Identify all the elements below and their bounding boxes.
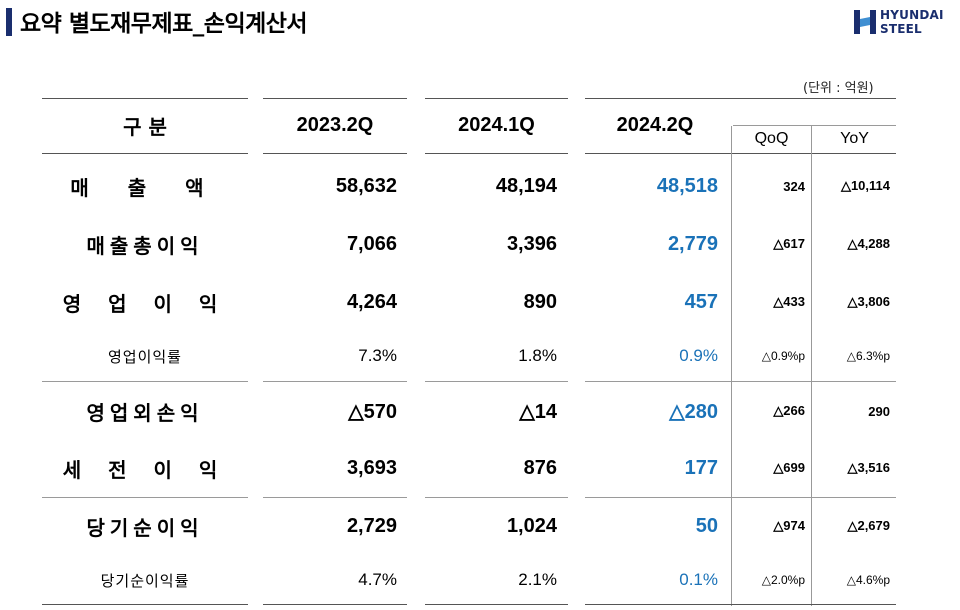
cell-yoy: △2,679 [847,518,890,533]
row-label: 당기순이익률 [100,571,190,590]
header-top-border [263,98,407,99]
row-label: 영 업 이 익 [62,291,228,316]
unit-label: (단위 : 억원) [803,81,874,96]
column-header-category: 구 분 [123,114,167,139]
cell-yoy: △10,114 [840,178,890,193]
cell-2023-2q: 7,066 [346,232,397,255]
column-header-yoy: YoY [840,130,869,147]
cell-2024-1q: 3,396 [506,232,557,255]
cell-2023-2q: 7.3% [358,346,397,365]
row-group-divider [425,497,568,498]
column-header-2024-2q: 2024.2Q [616,113,694,136]
cell-2024-2q: 50 [695,514,718,537]
cell-yoy: △4.6%p [846,573,890,587]
logo-text-line1: HYUNDAI [880,8,944,22]
row-group-divider [585,497,896,498]
cell-2024-1q: 1.8% [518,346,557,365]
cell-2023-2q: 3,693 [346,456,397,479]
cell-2024-2q: 0.9% [679,346,718,365]
change-subheader-border [733,125,896,126]
row-label: 매출총이익 [86,233,204,258]
cell-2024-1q: 48,194 [495,174,557,197]
cell-qoq: △617 [773,236,805,251]
cell-2024-1q: 890 [523,290,557,313]
column-header-2023-2q: 2023.2Q [296,113,374,136]
cell-yoy: △3,806 [847,294,890,309]
cell-qoq: △699 [773,460,805,475]
cell-yoy: △4,288 [847,236,890,251]
header-top-border [585,98,896,99]
cell-2023-2q: △570 [348,400,397,423]
cell-2023-2q: 4,264 [346,290,397,313]
row-label: 세 전 이 익 [62,457,228,482]
cell-2024-1q: 876 [523,456,557,479]
row-group-divider [42,497,248,498]
qoq-left-divider [731,126,732,606]
logo-text-line2: STEEL [880,22,922,36]
cell-qoq: △2.0%p [761,573,805,587]
row-label: 당기순이익 [86,515,204,540]
header-bottom-border [585,153,896,154]
cell-qoq: △974 [773,518,805,533]
cell-2024-2q: 0.1% [679,570,718,589]
cell-2024-2q: △280 [669,400,718,423]
cell-2024-2q: 48,518 [656,174,718,197]
row-group-divider [425,381,568,382]
cell-2024-1q: 1,024 [506,514,557,537]
cell-2024-2q: 2,779 [667,232,718,255]
cell-qoq: 324 [783,178,805,194]
table-bottom-border [425,604,568,605]
row-group-divider [585,381,896,382]
hyundai-steel-logo: HYUNDAI STEEL [853,8,949,38]
page-title: 요약 별도재무제표_손익계산서 [20,11,308,37]
qoq-right-divider [811,126,812,606]
cell-qoq: △0.9%p [761,349,805,363]
hyundai-steel-logo-icon [854,10,876,34]
row-label: 영업이익률 [107,347,182,366]
table-bottom-border [585,604,896,605]
cell-2023-2q: 2,729 [346,514,397,537]
cell-2024-2q: 177 [684,456,718,479]
column-header-qoq: QoQ [754,130,789,147]
column-header-2024-1q: 2024.1Q [458,113,535,136]
cell-yoy: △3,516 [847,460,890,475]
header-top-border [42,98,248,99]
title-accent-bar [6,8,12,36]
cell-yoy: 290 [868,403,890,419]
table-bottom-border [263,604,407,605]
header-bottom-border [425,153,568,154]
cell-qoq: △433 [773,294,805,309]
header-bottom-border [42,153,248,154]
header-bottom-border [263,153,407,154]
cell-2023-2q: 58,632 [335,174,397,197]
row-group-divider [42,381,248,382]
row-group-divider [263,497,407,498]
cell-qoq: △266 [773,403,805,418]
cell-2024-2q: 457 [684,290,718,313]
cell-yoy: △6.3%p [846,349,890,363]
cell-2024-1q: △14 [519,400,557,423]
header-top-border [425,98,568,99]
cell-2024-1q: 2.1% [518,570,557,589]
table-bottom-border [42,604,248,605]
row-group-divider [263,381,407,382]
row-label: 매 출 액 [70,175,220,200]
cell-2023-2q: 4.7% [358,570,397,589]
row-label: 영업외손익 [86,400,204,425]
